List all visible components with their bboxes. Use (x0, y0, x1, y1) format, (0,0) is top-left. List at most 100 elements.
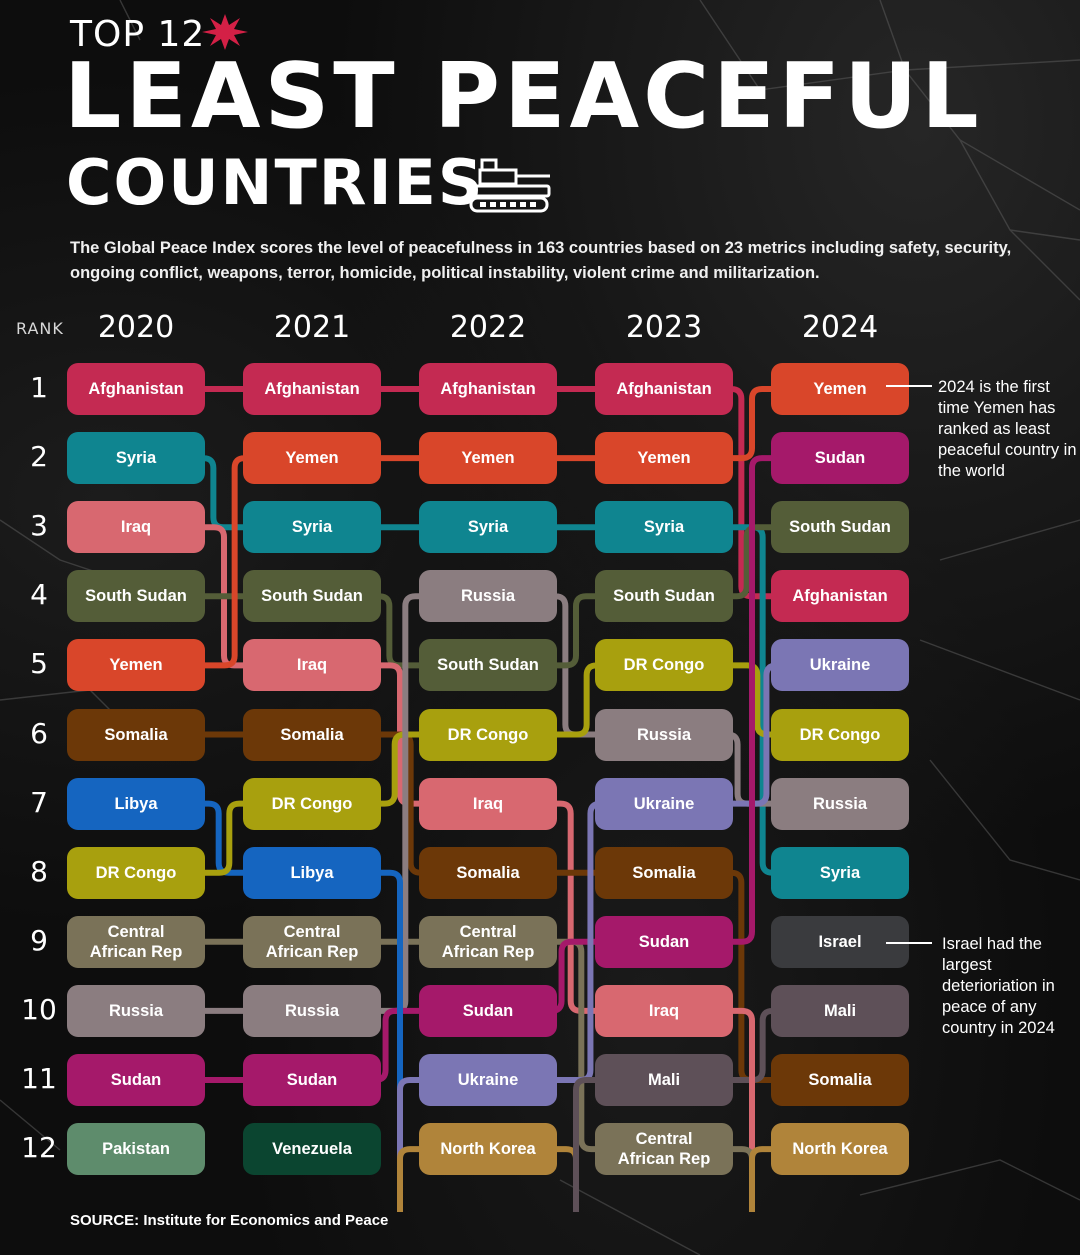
rank-pill-2023-9-sudan: Sudan (595, 915, 733, 968)
rank-pill-2021-1-afghanistan: Afghanistan (243, 363, 381, 415)
rank-pill-2021-11-sudan: Sudan (243, 1054, 381, 1106)
rank-pill-2024-3-south-sudan: South Sudan (771, 501, 909, 554)
rank-pill-2024-6-dr-congo: DR Congo (771, 708, 909, 761)
rank-pill-2024-7-russia: Russia (771, 777, 909, 830)
rank-number-10: 10 (21, 992, 57, 1026)
connector-exit-libya-2021 (381, 869, 403, 1212)
connector-dr-congo-2021-2022 (381, 731, 419, 807)
connector-entry-north-korea-2022 (397, 1146, 419, 1212)
rank-number-11: 11 (21, 1062, 57, 1095)
rank-pill-2024-9-israel: Israel (771, 915, 909, 968)
connector-afghanistan-2023-2024 (728, 386, 771, 600)
connector-dr-congo-2022-2023 (557, 662, 600, 738)
rank-pill-2020-5-yemen: Yemen (67, 639, 205, 692)
year-header-2023: 2023 (625, 310, 703, 345)
rank-pill-2021-2-yemen: Yemen (243, 432, 381, 485)
source-note: SOURCE: Institute for Economics and Peac… (70, 1212, 389, 1229)
year-header-2020: 2020 (97, 310, 175, 345)
rank-pill-2022-3-syria: Syria (419, 501, 557, 554)
rank-pill-2021-3-syria: Syria (243, 501, 381, 554)
connector-entry-ukraine-2022 (397, 1077, 419, 1212)
rank-pill-2022-12-north-korea: North Korea (419, 1123, 557, 1176)
rank-pill-2022-7-iraq: Iraq (419, 777, 557, 830)
connector-south-sudan-2022-2023 (557, 593, 595, 669)
year-header-2024: 2024 (801, 310, 879, 345)
rank-pill-2021-10-russia: Russia (243, 984, 381, 1037)
rank-number-8: 8 (30, 854, 48, 888)
rank-pill-2021-5-iraq: Iraq (243, 639, 381, 692)
rank-number-4: 4 (30, 578, 48, 612)
year-header-2021: 2021 (273, 310, 351, 345)
rank-pill-2024-2-sudan: Sudan (771, 432, 909, 485)
rank-pill-2022-5-south-sudan: South Sudan (419, 639, 557, 692)
rank-pill-2022-9-central-african-rep: Central African Rep (419, 915, 557, 968)
rank-pill-2022-6-dr-congo: DR Congo (419, 708, 557, 761)
rank-axis-label: RANK (16, 319, 64, 338)
connector-yemen-2023-2024 (733, 386, 771, 462)
rank-pill-2022-11-ukraine: Ukraine (419, 1054, 557, 1106)
rank-pill-2020-2-syria: Syria (67, 432, 205, 485)
rank-number-6: 6 (30, 716, 48, 750)
rank-pill-2024-4-afghanistan: Afghanistan (771, 570, 909, 623)
rank-pill-2024-8-syria: Syria (771, 846, 909, 899)
rank-pill-2022-10-sudan: Sudan (419, 984, 557, 1037)
rank-pill-2023-4-south-sudan: South Sudan (595, 570, 733, 623)
rank-pill-2020-7-libya: Libya (67, 777, 205, 830)
rank-pill-2023-8-somalia: Somalia (595, 846, 733, 899)
rank-pill-2024-1-yemen: Yemen (771, 363, 909, 415)
rank-pill-2020-9-central-african-rep: Central African Rep (67, 915, 205, 968)
connector-libya-2020-2021 (205, 800, 243, 876)
rank-number-9: 9 (30, 923, 48, 957)
burst-icon (202, 14, 248, 50)
connector-entry-mali-2023 (573, 1077, 595, 1212)
rank-pill-2022-2-yemen: Yemen (419, 432, 557, 485)
rank-pill-2021-9-central-african-rep: Central African Rep (243, 915, 381, 968)
rank-pill-2023-2-yemen: Yemen (595, 432, 733, 485)
rank-pill-2023-10-iraq: Iraq (595, 984, 733, 1037)
connector-sudan-2023-2024 (733, 455, 771, 945)
rank-pill-2023-11-mali: Mali (595, 1054, 733, 1106)
rank-number-12: 12 (21, 1131, 57, 1165)
description: The Global Peace Index scores the level … (70, 239, 1012, 282)
rank-pill-2022-1-afghanistan: Afghanistan (419, 363, 557, 415)
rank-pill-2020-4-south-sudan: South Sudan (67, 570, 205, 623)
rank-pill-2023-3-syria: Syria (595, 501, 733, 554)
connector-exit-iraq-2023 (733, 1007, 755, 1212)
rank-pill-2022-4-russia: Russia (419, 570, 557, 623)
rank-pill-2020-12-pakistan: Pakistan (67, 1123, 205, 1176)
rank-pill-2023-7-ukraine: Ukraine (595, 777, 733, 830)
connector-dr-congo-2020-2021 (205, 800, 243, 876)
rank-pill-2020-1-afghanistan: Afghanistan (67, 363, 205, 415)
connector-south-sudan-2021-2022 (376, 593, 419, 669)
rank-pill-2021-7-dr-congo: DR Congo (243, 777, 381, 830)
rank-pill-2020-11-sudan: Sudan (67, 1054, 205, 1106)
annotation-yemen: 2024 is the first time Yemen has ranked … (938, 378, 1077, 480)
connector-yemen-2020-2021 (205, 455, 248, 669)
rank-pill-2023-6-russia: Russia (595, 708, 733, 761)
rank-pill-2021-4-south-sudan: South Sudan (243, 570, 381, 623)
rank-pill-2023-12-central-african-rep: Central African Rep (595, 1123, 733, 1176)
rank-pill-2021-6-somalia: Somalia (243, 708, 381, 761)
rank-number-5: 5 (30, 647, 48, 681)
rank-pill-2020-6-somalia: Somalia (67, 708, 205, 761)
annotation-israel: Israel had the largest deterioriation in… (942, 935, 1055, 1037)
rank-pill-2024-5-ukraine: Ukraine (771, 639, 909, 692)
connector-entry-north-korea-2024 (749, 1146, 771, 1212)
rank-number-7: 7 (30, 785, 48, 819)
annotation-line-yemen (886, 385, 932, 387)
connector-mali-2023-2024 (733, 1007, 776, 1083)
rank-pill-2020-10-russia: Russia (67, 984, 205, 1037)
kicker-text: TOP 12 (70, 14, 206, 55)
rank-number-1: 1 (30, 371, 48, 404)
rank-number-2: 2 (30, 440, 48, 474)
rank-pill-2023-5-dr-congo: DR Congo (595, 639, 733, 692)
rank-pill-2022-8-somalia: Somalia (419, 846, 557, 899)
rank-pill-2024-12-north-korea: North Korea (771, 1123, 909, 1176)
rank-pill-2021-12-venezuela: Venezuela (243, 1123, 381, 1176)
title-line-2: COUNTRIES (66, 146, 485, 219)
rank-pill-2020-3-iraq: Iraq (67, 501, 205, 554)
title-line-1: LEAST PEACEFUL (64, 44, 983, 149)
annotation-line-israel (886, 942, 932, 944)
connector-iraq-2022-2023 (557, 800, 595, 1014)
rank-pill-2020-8-dr-congo: DR Congo (67, 846, 205, 899)
